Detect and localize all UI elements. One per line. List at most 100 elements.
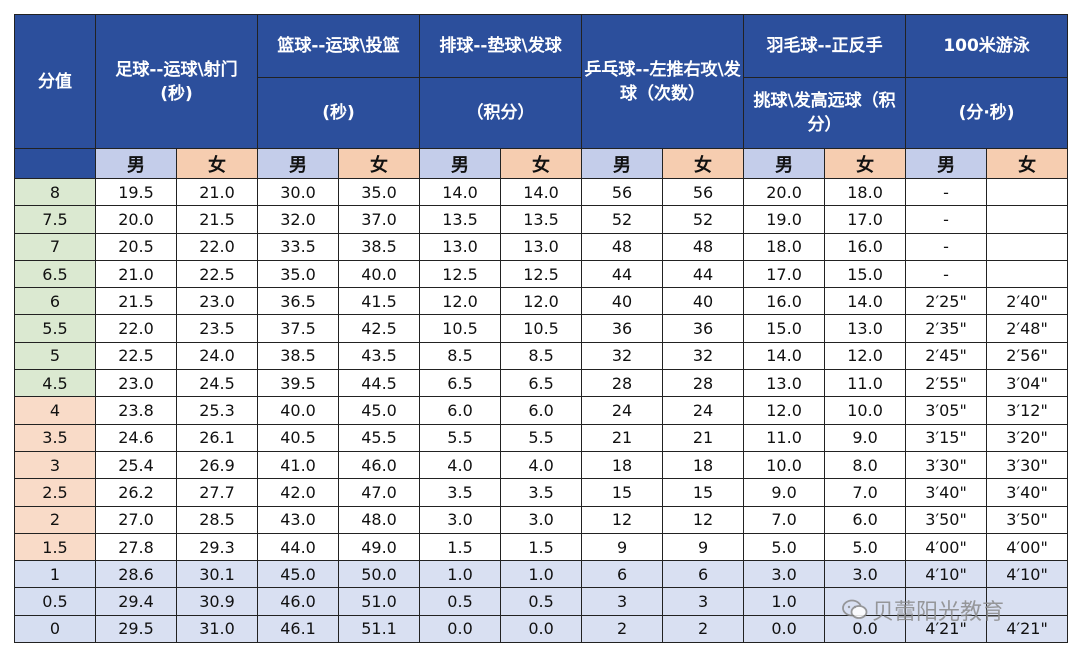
table-row: 2 27.0 28.5 43.0 48.0 3.0 3.0 12 12 7.0 6.0 3′50" 3′…: [14, 505, 1069, 534]
value-cell: 5.0: [824, 532, 907, 562]
football-header: 足球--运球\射门 (秒): [94, 14, 259, 149]
value-cell: 3′30": [986, 450, 1069, 480]
value-cell: 6.0: [824, 505, 907, 534]
value-cell: 40.0: [338, 259, 421, 289]
table-row: 6 21.5 23.0 36.5 41.5 12.0 12.0 40 40 16.0 14.0 2′2…: [14, 287, 1069, 316]
value-cell: 29.4: [95, 587, 177, 616]
tabletennis-header: 乒乓球--左推右攻\发球（次数）: [581, 14, 745, 149]
value-cell: 0.0: [500, 614, 583, 644]
value-cell: -: [905, 259, 988, 289]
value-cell: 19.0: [743, 205, 826, 234]
value-cell: 15.0: [743, 314, 826, 343]
value-cell: 2′40": [986, 287, 1069, 316]
value-cell: 21.0: [175, 177, 259, 207]
value-cell: 30.9: [175, 587, 259, 616]
value-cell: 20.0: [743, 177, 826, 207]
value-cell: 3.5: [500, 478, 583, 507]
value-cell: 13.5: [500, 205, 583, 234]
value-cell: 3′20": [986, 423, 1069, 452]
value-cell: 32: [581, 341, 664, 371]
value-cell: 2′45": [905, 341, 988, 371]
score-cell: 2.5: [14, 478, 96, 507]
value-cell: 11.0: [824, 369, 907, 398]
table-row: 3 25.4 26.9 41.0 46.0 4.0 4.0 18 18 10.0 8.0 3′30" 3…: [14, 450, 1069, 480]
value-cell: 36: [662, 314, 745, 343]
table-row: 4 23.8 25.3 40.0 45.0 6.0 6.0 24 24 12.0 10.0 3′05"…: [14, 396, 1069, 425]
male-subheader: 男: [257, 148, 340, 179]
volleyball-header: 排球--垫球\发球: [419, 14, 583, 78]
value-cell: 12.0: [500, 287, 583, 316]
score-cell: 4.5: [14, 369, 96, 398]
value-cell: 1.5: [419, 532, 502, 562]
value-cell: 35.0: [338, 177, 421, 207]
value-cell: 2′35": [905, 314, 988, 343]
value-cell: 48: [581, 232, 664, 261]
value-cell: 13.0: [500, 232, 583, 261]
value-cell: [986, 587, 1069, 616]
wechat-icon: [842, 599, 868, 619]
female-subheader: 女: [338, 148, 421, 179]
value-cell: 1.5: [500, 532, 583, 562]
male-subheader: 男: [419, 148, 502, 179]
value-cell: 6.0: [500, 396, 583, 425]
value-cell: 8.5: [419, 341, 502, 371]
swimming-unit: (分·秒): [905, 77, 1069, 149]
value-cell: 27.8: [95, 532, 177, 562]
value-cell: 26.2: [95, 478, 177, 507]
value-cell: 31.0: [175, 614, 259, 644]
score-cell: 1.5: [14, 532, 96, 562]
value-cell: 21.0: [95, 259, 177, 289]
value-cell: 24: [581, 396, 664, 425]
value-cell: 46.1: [257, 614, 340, 644]
value-cell: 13.0: [419, 232, 502, 261]
value-cell: 6: [662, 560, 745, 589]
score-cell: 0.5: [14, 587, 96, 616]
value-cell: 24: [662, 396, 745, 425]
value-cell: 3′50": [986, 505, 1069, 534]
value-cell: 21.5: [175, 205, 259, 234]
value-cell: 3: [662, 587, 745, 616]
value-cell: 12: [581, 505, 664, 534]
value-cell: 40: [581, 287, 664, 316]
value-cell: 13.0: [824, 314, 907, 343]
score-header: 分值: [14, 14, 96, 149]
value-cell: 7.0: [743, 505, 826, 534]
value-cell: 3.0: [743, 560, 826, 589]
value-cell: 10.5: [419, 314, 502, 343]
value-cell: 3.0: [500, 505, 583, 534]
value-cell: 3′40": [905, 478, 988, 507]
value-cell: 32: [662, 341, 745, 371]
value-cell: 1.0: [419, 560, 502, 589]
value-cell: 56: [662, 177, 745, 207]
table-row: 6.5 21.0 22.5 35.0 40.0 12.5 12.5 44 44 17.0 15.0-: [14, 259, 1069, 289]
value-cell: 21.5: [95, 287, 177, 316]
value-cell: 38.5: [257, 341, 340, 371]
value-cell: 40: [662, 287, 745, 316]
value-cell: 44: [581, 259, 664, 289]
value-cell: 5.5: [419, 423, 502, 452]
value-cell: 29.5: [95, 614, 177, 644]
table-row: 1 28.6 30.1 45.0 50.0 1.0 1.0 6 6 3.0 3.0 4′10" 4′10…: [14, 560, 1069, 589]
value-cell: 48.0: [338, 505, 421, 534]
table-row: 2.5 26.2 27.7 42.0 47.0 3.5 3.5 15 15 9.0 7.0 3′40"…: [14, 478, 1069, 507]
value-cell: -: [905, 205, 988, 234]
value-cell: 24.5: [175, 369, 259, 398]
value-cell: 16.0: [743, 287, 826, 316]
value-cell: 15: [581, 478, 664, 507]
value-cell: 52: [581, 205, 664, 234]
value-cell: 4.0: [419, 450, 502, 480]
score-cell: 1: [14, 560, 96, 589]
value-cell: 21: [662, 423, 745, 452]
value-cell: [986, 177, 1069, 207]
value-cell: 3′50": [905, 505, 988, 534]
value-cell: 10.0: [824, 396, 907, 425]
table-row: 5 22.5 24.0 38.5 43.5 8.5 8.5 32 32 14.0 12.0 2′45"…: [14, 341, 1069, 371]
male-subheader: 男: [95, 148, 177, 179]
value-cell: 29.3: [175, 532, 259, 562]
value-cell: 0.5: [500, 587, 583, 616]
value-cell: 48: [662, 232, 745, 261]
score-cell: 4: [14, 396, 96, 425]
value-cell: 7.0: [824, 478, 907, 507]
table-row: 7.5 20.0 21.5 32.0 37.0 13.5 13.5 52 52 19.0 17.0-: [14, 205, 1069, 234]
table-row: 0.5 29.4 30.9 46.0 51.0 0.5 0.5 3 3 1.0: [14, 587, 1069, 616]
